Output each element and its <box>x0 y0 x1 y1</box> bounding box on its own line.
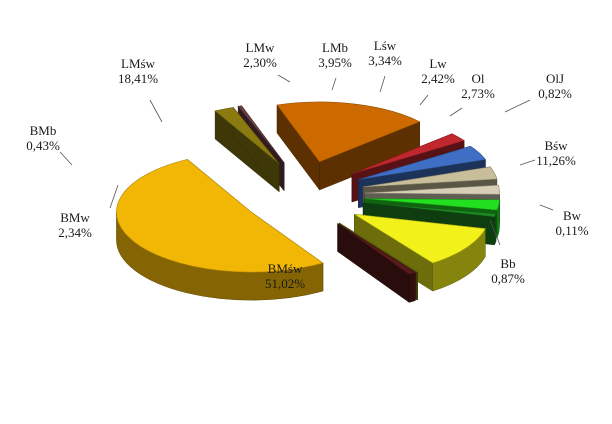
slice-label-value-lw: 2,42% <box>421 71 455 86</box>
leader-line-lmb <box>331 77 337 91</box>
slices-layer <box>116 101 500 303</box>
pie-slice-top-bmw <box>214 107 280 165</box>
slice-label-value-bmb: 0,43% <box>26 138 60 153</box>
pie-slice-top-ol <box>364 198 500 211</box>
leader-line-bb <box>489 219 501 246</box>
leader-line-lw <box>419 94 429 106</box>
slice-label-name-lmsw: LMśw <box>121 56 156 71</box>
leader-lines-layer <box>59 74 554 246</box>
slice-label-lmsw: LMśw 18,41% <box>118 56 158 86</box>
pie-slice-bmw <box>214 106 280 193</box>
slice-label-bw: Bw 0,11% <box>555 208 588 238</box>
pie-slice-top-bmb <box>237 105 285 163</box>
slice-label-name-bsw: Bśw <box>544 138 568 153</box>
slice-label-name-lw: Lw <box>429 56 447 71</box>
slice-label-name-bb: Bb <box>500 256 515 271</box>
leader-line-bw <box>539 204 554 211</box>
leader-line-bmw <box>109 184 119 209</box>
slice-label-lw: Lw 2,42% <box>421 56 455 86</box>
slice-label-value-lmb: 3,95% <box>318 55 352 70</box>
leader-line-lmsw <box>149 99 163 123</box>
slice-label-value-lmw: 2,30% <box>243 55 277 70</box>
slice-label-name-bmsw: BMśw <box>268 261 303 276</box>
slice-label-value-bmw: 2,34% <box>58 225 92 240</box>
pie-slice-top-lmsw <box>276 101 421 163</box>
slice-label-value-olj: 0,82% <box>538 86 572 101</box>
slice-label-value-bb: 0,87% <box>491 271 525 286</box>
slice-label-value-bmsw: 51,02% <box>265 276 305 291</box>
pie-slice-rim-olj-0 <box>494 213 497 246</box>
slice-label-value-bw: 0,11% <box>555 223 588 238</box>
slice-label-name-lsw: Lśw <box>374 38 397 53</box>
leader-line-bsw <box>519 159 536 166</box>
pie-slice-bmsw <box>116 158 324 301</box>
slice-label-bb: Bb 0,87% <box>491 256 525 286</box>
pie-slice-top-lmw <box>351 133 465 175</box>
slice-label-value-ol: 2,73% <box>461 86 495 101</box>
leader-line-lsw <box>379 75 386 93</box>
pie-slice-top-bb <box>337 223 417 275</box>
slice-label-bmsw: BMśw 51,02% <box>265 261 305 291</box>
leader-line-ol <box>449 107 463 117</box>
slice-label-bsw: Bśw 11,26% <box>536 138 576 168</box>
pie-slice-top-lmb <box>358 145 487 180</box>
slice-label-olj: OlJ 0,82% <box>538 71 572 101</box>
slice-label-name-bmw: BMw <box>60 210 90 225</box>
pie-slice-top-lw <box>364 184 500 195</box>
slice-label-name-olj: OlJ <box>546 71 564 86</box>
pie-slice-rim-bw-0 <box>416 271 418 301</box>
slice-label-name-lmw: LMw <box>246 40 276 55</box>
pie-slice-bb <box>337 223 417 303</box>
leader-line-lmw <box>277 74 291 83</box>
slice-label-lsw: Lśw 3,34% <box>368 38 402 68</box>
pie-slice-top-bmsw <box>116 159 324 273</box>
labels-layer: BMśw 51,02%BMw 2,34%BMb 0,43%LMśw 18,41%LMw 2… <box>26 38 589 291</box>
leader-line-olj <box>504 99 531 113</box>
pie-slice-top-lsw <box>363 166 498 188</box>
slice-label-value-lmsw: 18,41% <box>118 71 158 86</box>
slice-label-name-bmb: BMb <box>30 123 57 138</box>
leader-line-bmb <box>59 151 73 166</box>
slice-label-value-lsw: 3,34% <box>368 53 402 68</box>
slice-label-bmb: BMb 0,43% <box>26 123 60 153</box>
slice-label-name-lmb: LMb <box>322 40 348 55</box>
pie-slice-top-bw <box>338 222 419 273</box>
slice-label-lmw: LMw 2,30% <box>243 40 277 70</box>
slice-label-ol: Ol 2,73% <box>461 71 495 101</box>
slice-label-name-ol: Ol <box>472 71 485 86</box>
pie-slice-top-olj <box>363 202 497 218</box>
pie-slice-lmsw <box>276 101 421 191</box>
pie-slice-top-bsw <box>354 213 486 264</box>
slice-label-lmb: LMb 3,95% <box>318 40 352 70</box>
slice-label-value-bsw: 11,26% <box>536 153 576 168</box>
pie-slice-rim-bb-0 <box>408 272 416 303</box>
slice-label-bmw: BMw 2,34% <box>58 210 92 240</box>
slice-label-name-bw: Bw <box>563 208 582 223</box>
